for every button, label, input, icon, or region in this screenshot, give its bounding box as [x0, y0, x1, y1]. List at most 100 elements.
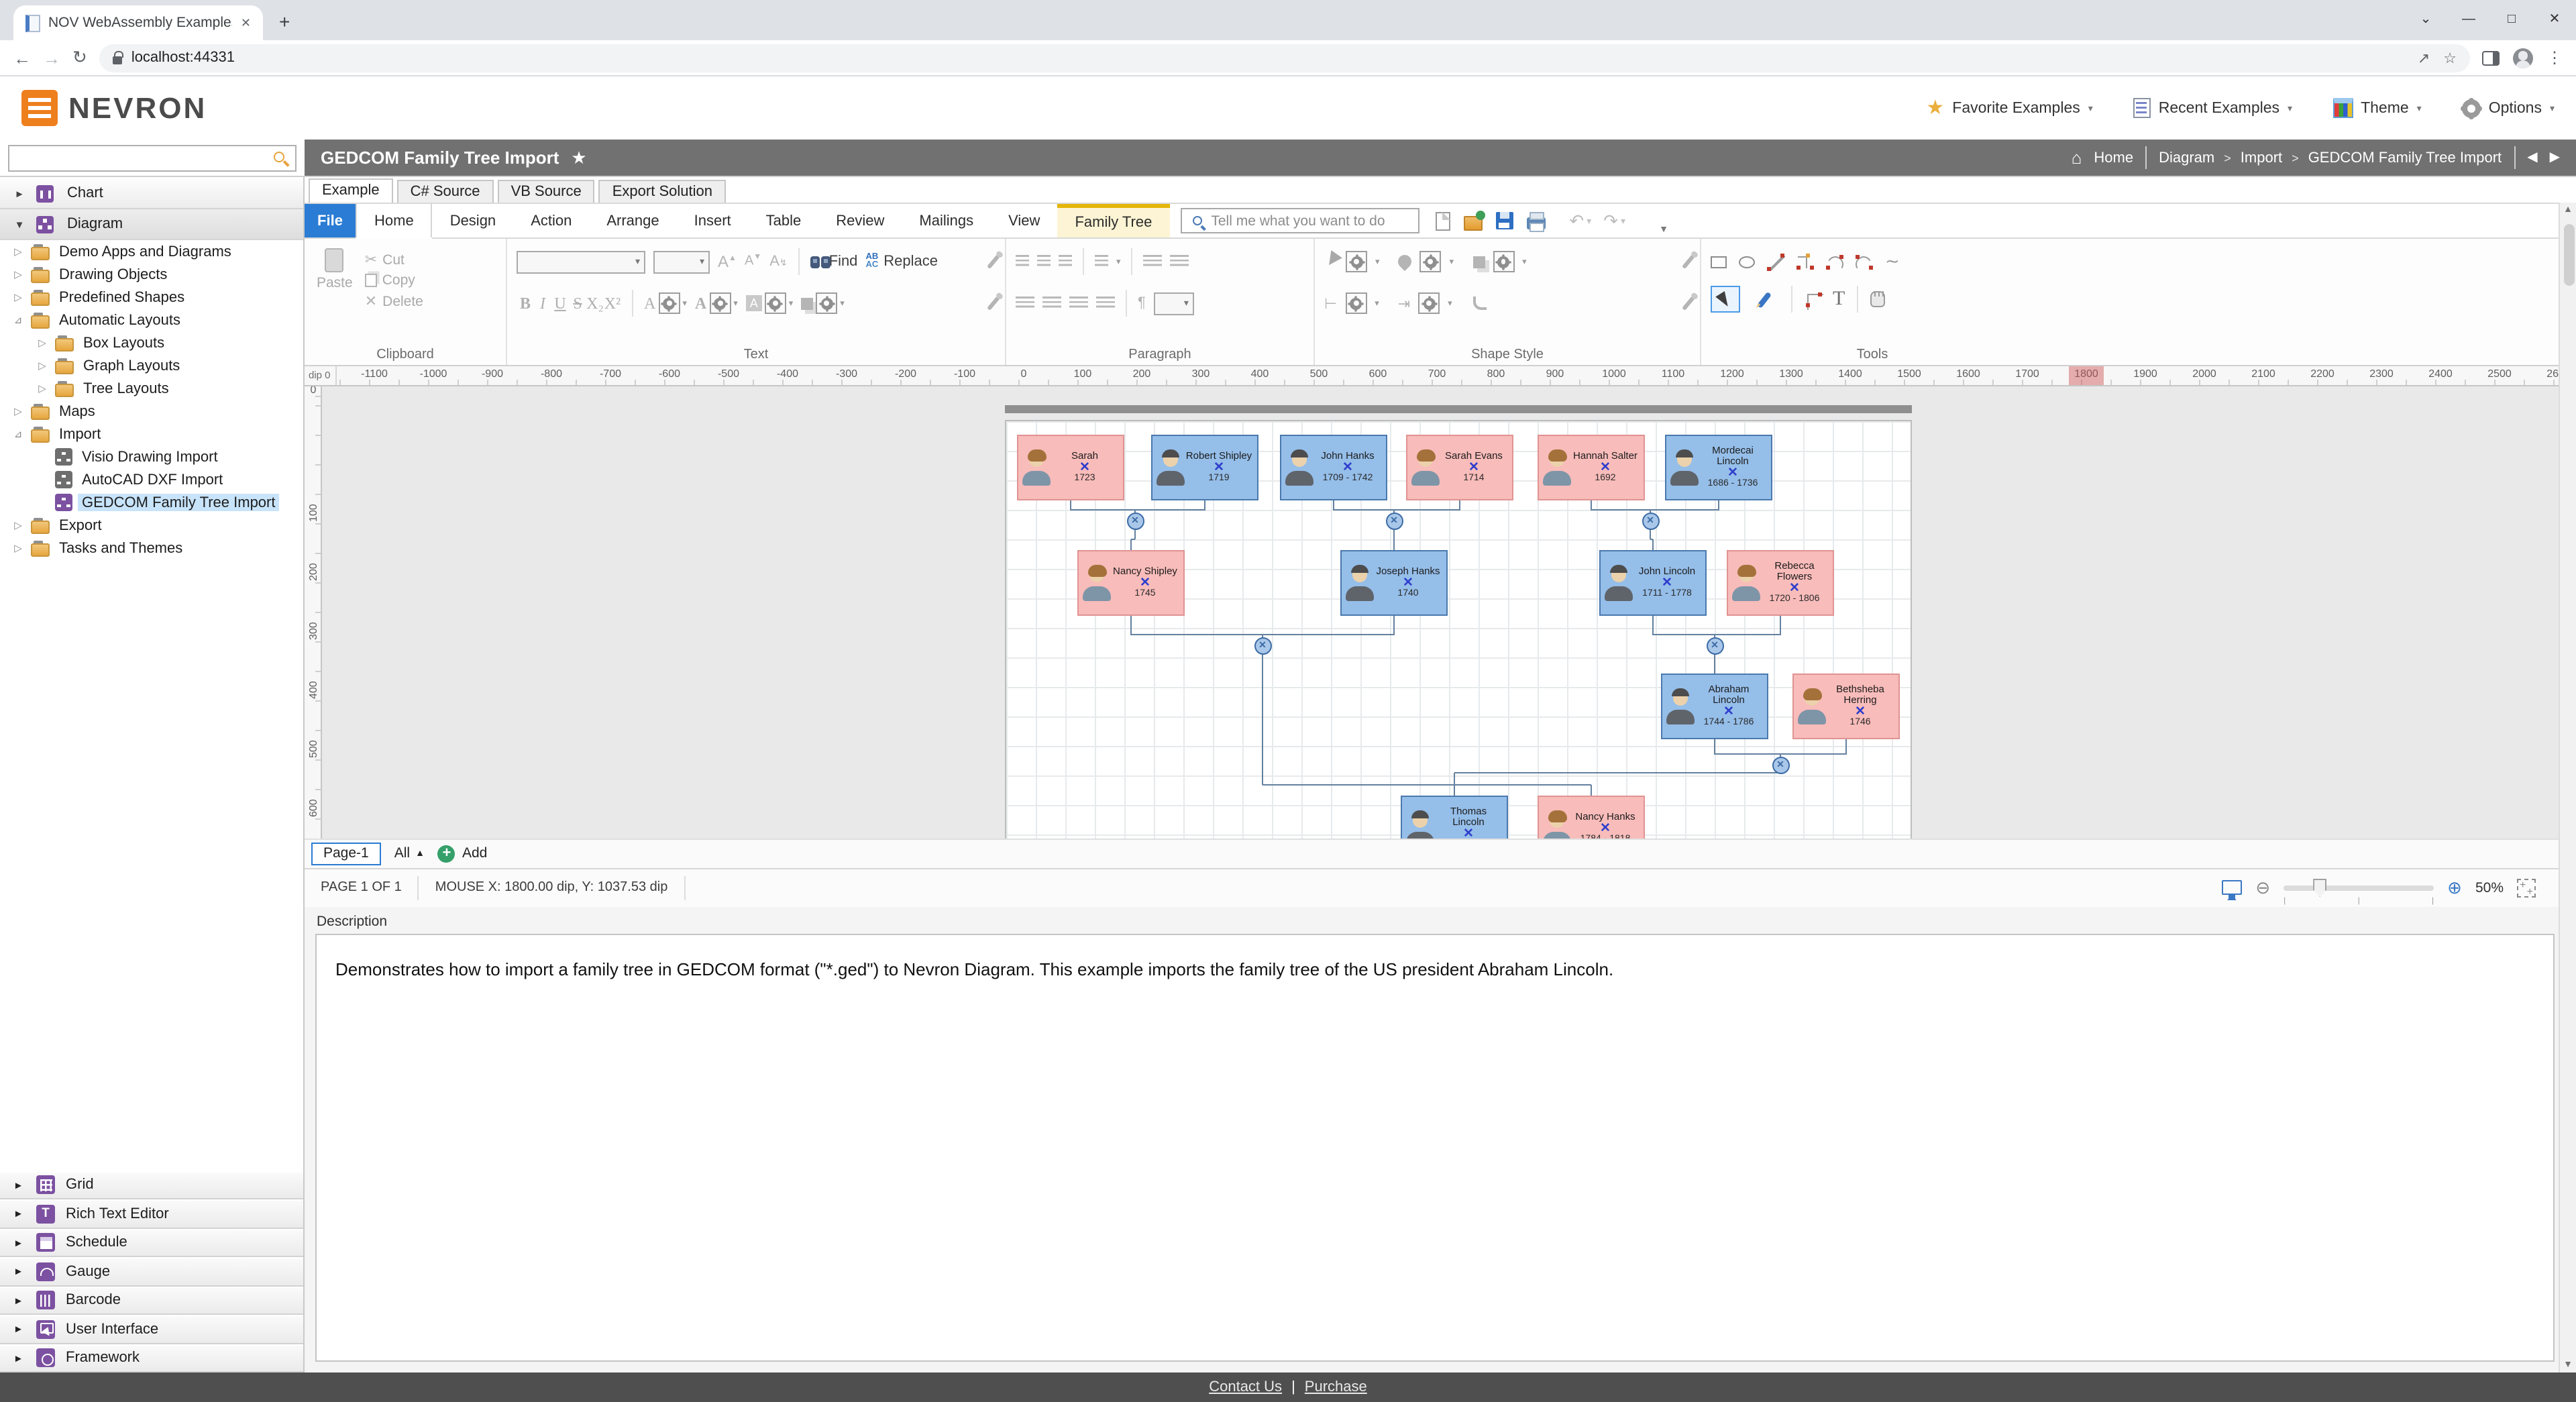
- curve-tool-icon[interactable]: [1856, 253, 1873, 270]
- print-icon[interactable]: [1526, 212, 1546, 232]
- zoom-slider[interactable]: | | |: [2284, 878, 2434, 905]
- person-card-sarah-1723[interactable]: Sarah ✕ 1723: [1017, 435, 1124, 500]
- format-i-button[interactable]: I: [540, 293, 545, 312]
- text-tool-icon[interactable]: T: [1833, 288, 1845, 309]
- expander-icon[interactable]: ▷: [38, 337, 46, 349]
- expander-icon[interactable]: ▷: [38, 382, 46, 394]
- end-arrowhead-icon[interactable]: ⇥: [1397, 296, 1411, 312]
- tab-example[interactable]: Example: [309, 178, 393, 203]
- sidebar-item-box-layouts[interactable]: ▷ Box Layouts: [0, 331, 303, 354]
- person-card-joseph-hanks-1740[interactable]: Joseph Hanks ✕ 1740: [1340, 550, 1448, 616]
- breadcrumb-home[interactable]: Home: [2094, 150, 2134, 166]
- align-top-icon[interactable]: [1016, 255, 1029, 268]
- tab-vb-source[interactable]: VB Source: [497, 180, 595, 203]
- expander-icon[interactable]: ►: [13, 1294, 23, 1307]
- scroll-down-icon[interactable]: ▼: [2563, 1360, 2573, 1370]
- paste-button[interactable]: Paste: [317, 248, 353, 310]
- person-card-john-lincoln-1711-1778[interactable]: John Lincoln ✕ 1711 - 1778: [1599, 550, 1707, 616]
- arc-tool-icon[interactable]: [1826, 253, 1843, 270]
- corner-rounding-icon[interactable]: [1473, 296, 1487, 310]
- new-tab-button[interactable]: +: [279, 11, 290, 32]
- open-file-icon[interactable]: [1463, 210, 1485, 230]
- ribbon-tab-family-tree[interactable]: Family Tree: [1057, 204, 1170, 237]
- all-pages-dropdown[interactable]: All ▲: [394, 845, 425, 861]
- menu-recent-examples[interactable]: Recent Examples ▾: [2133, 98, 2292, 118]
- redo-caret-icon[interactable]: ▾: [1621, 217, 1626, 226]
- close-button[interactable]: ✕: [2548, 11, 2561, 26]
- expander-icon[interactable]: ►: [13, 1179, 23, 1191]
- sidebar-panel-barcode[interactable]: ► Barcode: [0, 1286, 303, 1315]
- copy-button[interactable]: Copy: [364, 272, 423, 288]
- align-bottom-icon[interactable]: [1059, 255, 1072, 268]
- breadcrumb-item[interactable]: Import: [2240, 150, 2283, 166]
- zoom-in-icon[interactable]: ⊕: [2447, 877, 2462, 897]
- expander-icon[interactable]: ►: [14, 187, 25, 199]
- person-card-john-hanks-1709-1742[interactable]: John Hanks ✕ 1709 - 1742: [1280, 435, 1387, 500]
- text-stroke-style-button[interactable]: A ▾: [695, 292, 738, 314]
- sidebar-item-maps[interactable]: ▷ Maps: [0, 400, 303, 423]
- sidebar-item-chart[interactable]: ► Chart: [0, 178, 303, 209]
- style-eyedropper-icon[interactable]: [1681, 254, 1696, 270]
- breadcrumb-item[interactable]: Diagram: [2159, 150, 2215, 166]
- page-tab[interactable]: Page-1: [311, 842, 381, 865]
- style-brush-icon[interactable]: [1681, 295, 1696, 311]
- expander-icon[interactable]: ▷: [14, 268, 22, 280]
- marriage-node[interactable]: ✕: [1254, 637, 1271, 654]
- text-brush-icon[interactable]: [986, 295, 1001, 311]
- search-input[interactable]: [8, 144, 297, 171]
- nevron-logo[interactable]: NEVRON: [21, 90, 207, 126]
- sidebar-item-autocad-dxf-import[interactable]: AutoCAD DXF Import: [0, 468, 303, 491]
- person-card-bethsheba-herring-1746[interactable]: Bethsheba Herring ✕ 1746: [1792, 673, 1900, 739]
- pan-tool-icon[interactable]: [1870, 291, 1886, 307]
- person-card-robert-shipley-1719[interactable]: Robert Shipley ✕ 1719: [1151, 435, 1258, 500]
- format-s-button[interactable]: S: [573, 293, 582, 312]
- person-card-nancy-hanks-1784-1818[interactable]: Nancy Hanks✕1784 - 1818: [1538, 796, 1645, 838]
- sidebar-panel-user-interface[interactable]: ► User Interface: [0, 1315, 303, 1344]
- sidebar-item-import[interactable]: ⊿ Import: [0, 423, 303, 445]
- tab-c-source[interactable]: C# Source: [396, 180, 494, 203]
- ribbon-tab-mailings[interactable]: Mailings: [919, 213, 974, 229]
- marriage-node[interactable]: ✕: [1385, 512, 1403, 529]
- expander-icon[interactable]: ►: [13, 1265, 23, 1278]
- address-bar[interactable]: localhost:44331 ↗ ☆: [99, 44, 2470, 72]
- drawing-page[interactable]: Sarah ✕ 1723 Robert Shipley ✕ 1719 John Hanks ✕…: [1005, 420, 1912, 838]
- expander-icon[interactable]: ▷: [14, 542, 22, 554]
- person-card-mordecai-lincoln-1686-1736[interactable]: Mordecai Lincoln ✕ 1686 - 1736: [1665, 435, 1772, 500]
- begin-arrowhead-icon[interactable]: ⊢: [1324, 296, 1338, 312]
- pointer-tool-button[interactable]: [1711, 286, 1740, 313]
- minimize-button[interactable]: —: [2462, 11, 2475, 26]
- font-family-select[interactable]: ▾: [517, 250, 645, 273]
- next-example-button[interactable]: ▶: [2549, 150, 2560, 165]
- zoom-out-icon[interactable]: ⊖: [2255, 877, 2271, 897]
- zoom-slider-thumb[interactable]: [2313, 878, 2327, 897]
- end-arrowhead-settings-button[interactable]: [1418, 292, 1440, 314]
- pen-tool-button[interactable]: [1750, 286, 1779, 313]
- marriage-node[interactable]: ✕: [1772, 756, 1789, 773]
- ribbon-tab-home[interactable]: Home: [356, 204, 433, 237]
- sidebar-item-gedcom-family-tree-import[interactable]: GEDCOM Family Tree Import: [0, 491, 303, 514]
- tab-export-solution[interactable]: Export Solution: [598, 180, 726, 203]
- text-background-style-button[interactable]: ▾: [801, 292, 845, 314]
- ribbon-tab-review[interactable]: Review: [836, 213, 885, 229]
- polyline-tool-icon[interactable]: [1796, 253, 1814, 270]
- align-middle-icon[interactable]: [1037, 255, 1051, 268]
- undo-icon[interactable]: ↶: [1569, 210, 1585, 230]
- shadow-style-icon[interactable]: [1472, 256, 1485, 268]
- sidebar-item-tasks-and-themes[interactable]: ▷ Tasks and Themes: [0, 537, 303, 559]
- redo-icon[interactable]: ↷: [1603, 210, 1619, 230]
- format-b-button[interactable]: B: [519, 293, 531, 312]
- person-card-nancy-shipley-1745[interactable]: Nancy Shipley ✕ 1745: [1077, 550, 1185, 616]
- tellme-search[interactable]: Tell me what you want to do: [1180, 208, 1419, 233]
- favorite-star-icon[interactable]: ★: [571, 147, 587, 167]
- text-effects-style-button[interactable]: A ▾: [745, 292, 793, 314]
- menu-options[interactable]: Options ▾: [2461, 99, 2555, 117]
- expander-icon[interactable]: ▷: [14, 519, 22, 531]
- grow-font-icon[interactable]: A▲: [718, 252, 737, 271]
- expander-icon[interactable]: ►: [13, 1323, 23, 1336]
- sidebar-item-graph-layouts[interactable]: ▷ Graph Layouts: [0, 354, 303, 377]
- stroke-settings-button[interactable]: [1346, 251, 1367, 272]
- profile-avatar[interactable]: [2513, 48, 2533, 68]
- add-page-button[interactable]: + Add: [437, 845, 487, 862]
- sidebar-panel-grid[interactable]: ► Grid: [0, 1171, 303, 1199]
- expander-icon[interactable]: ►: [13, 1236, 23, 1249]
